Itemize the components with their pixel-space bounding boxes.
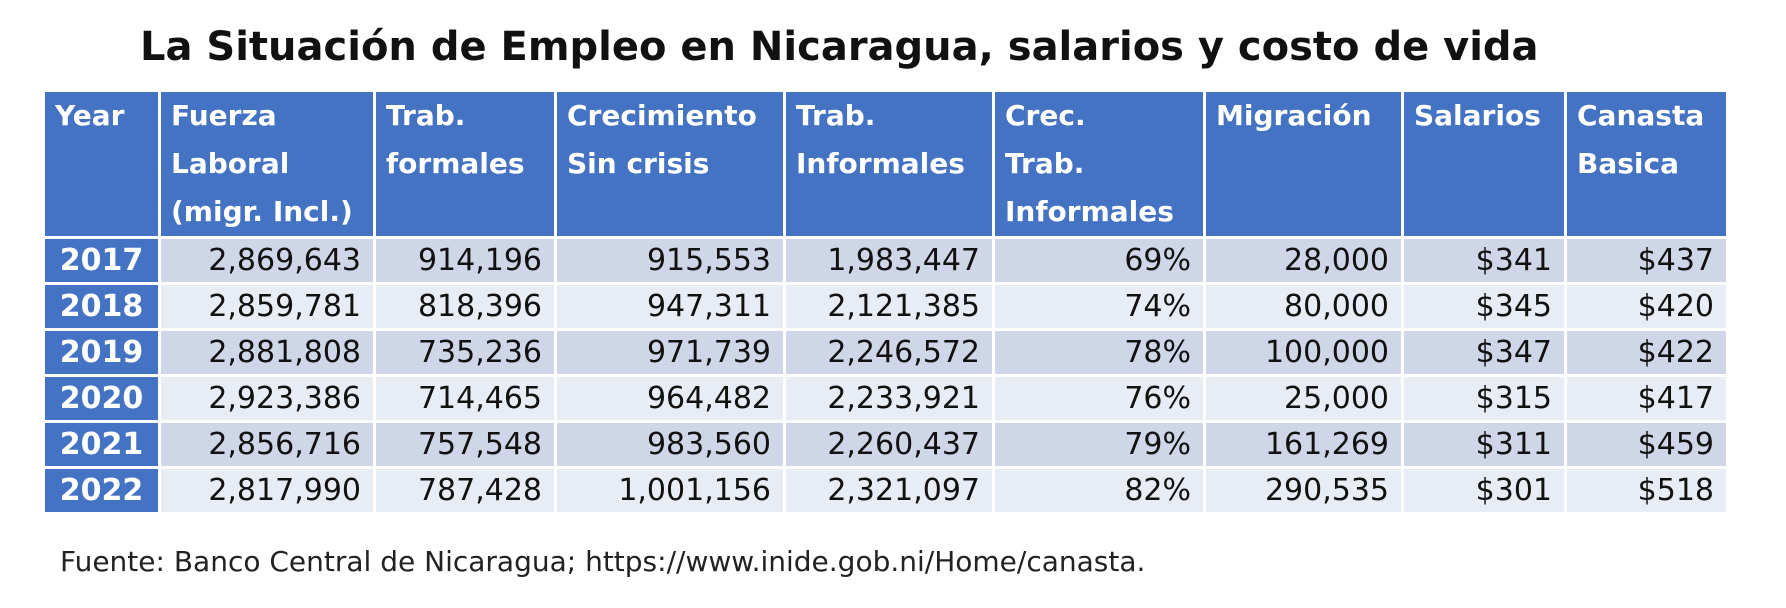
column-header-line: Crec. — [1005, 99, 1086, 132]
table-cell: 1,001,156 — [557, 469, 783, 512]
table-cell: $345 — [1404, 285, 1564, 328]
column-header-line: formales — [386, 147, 525, 180]
employment-table-container: Year Fuerza Laboral (migr. Incl.) Trab. forma… — [42, 89, 1726, 515]
table-cell: 80,000 — [1206, 285, 1401, 328]
table-cell: $459 — [1567, 423, 1726, 466]
column-header: Canasta Basica — [1567, 92, 1726, 236]
year-cell: 2018 — [45, 285, 158, 328]
table-cell: 964,482 — [557, 377, 783, 420]
table-cell: $347 — [1404, 331, 1564, 374]
column-header-line: Basica — [1577, 147, 1679, 180]
table-cell: 2,121,385 — [786, 285, 992, 328]
table-row: 2021 2,856,716 757,548 983,560 2,260,437 79% 1… — [45, 423, 1726, 466]
table-cell: $315 — [1404, 377, 1564, 420]
column-header-line: Year — [55, 99, 125, 132]
column-header-line: Crecimiento — [567, 99, 757, 132]
table-cell: 2,233,921 — [786, 377, 992, 420]
column-header: Trab. formales — [376, 92, 554, 236]
table-cell: $518 — [1567, 469, 1726, 512]
employment-table: Year Fuerza Laboral (migr. Incl.) Trab. forma… — [42, 89, 1729, 515]
year-cell: 2017 — [45, 239, 158, 282]
table-cell: 2,260,437 — [786, 423, 992, 466]
year-cell: 2022 — [45, 469, 158, 512]
table-cell: $417 — [1567, 377, 1726, 420]
table-cell: $341 — [1404, 239, 1564, 282]
table-cell: 2,859,781 — [161, 285, 373, 328]
table-body: 2017 2,869,643 914,196 915,553 1,983,447 69% 2… — [45, 239, 1726, 512]
table-cell: 290,535 — [1206, 469, 1401, 512]
column-header-line: Trab. — [386, 99, 466, 132]
table-cell: $301 — [1404, 469, 1564, 512]
column-header: Year — [45, 92, 158, 236]
table-cell: 69% — [995, 239, 1203, 282]
table-cell: 82% — [995, 469, 1203, 512]
table-cell: 915,553 — [557, 239, 783, 282]
table-cell: 161,269 — [1206, 423, 1401, 466]
column-header-line: Informales — [796, 147, 965, 180]
column-header-line: (migr. Incl.) — [171, 195, 353, 228]
column-header-line: Fuerza — [171, 99, 277, 132]
table-cell: 1,983,447 — [786, 239, 992, 282]
column-header-line: Canasta — [1577, 99, 1705, 132]
table-cell: 2,856,716 — [161, 423, 373, 466]
table-cell: 2,246,572 — [786, 331, 992, 374]
column-header: Crec. Trab. Informales — [995, 92, 1203, 236]
table-row: 2022 2,817,990 787,428 1,001,156 2,321,097 82… — [45, 469, 1726, 512]
column-header-line: Laboral — [171, 147, 290, 180]
table-cell: 78% — [995, 331, 1203, 374]
table-cell: $420 — [1567, 285, 1726, 328]
table-cell: 983,560 — [557, 423, 783, 466]
table-cell: 818,396 — [376, 285, 554, 328]
table-cell: 714,465 — [376, 377, 554, 420]
table-cell: 757,548 — [376, 423, 554, 466]
year-cell: 2021 — [45, 423, 158, 466]
table-cell: 2,881,808 — [161, 331, 373, 374]
column-header-line: Trab. — [796, 99, 876, 132]
source-note: Fuente: Banco Central de Nicaragua; http… — [60, 545, 1146, 578]
column-header: Migración — [1206, 92, 1401, 236]
table-row: 2020 2,923,386 714,465 964,482 2,233,921 76% 2… — [45, 377, 1726, 420]
chart-title: La Situación de Empleo en Nicaragua, sal… — [140, 24, 1539, 70]
table-cell: $437 — [1567, 239, 1726, 282]
column-header-line: Migración — [1216, 99, 1372, 132]
table-cell: 74% — [995, 285, 1203, 328]
table-cell: 2,869,643 — [161, 239, 373, 282]
column-header-line: Trab. — [1005, 147, 1085, 180]
table-row: 2017 2,869,643 914,196 915,553 1,983,447 69% 2… — [45, 239, 1726, 282]
header-row: Year Fuerza Laboral (migr. Incl.) Trab. forma… — [45, 92, 1726, 236]
table-cell: 100,000 — [1206, 331, 1401, 374]
table-cell: 914,196 — [376, 239, 554, 282]
table-cell: 735,236 — [376, 331, 554, 374]
table-cell: 971,739 — [557, 331, 783, 374]
table-cell: $422 — [1567, 331, 1726, 374]
table-cell: $311 — [1404, 423, 1564, 466]
column-header: Trab. Informales — [786, 92, 992, 236]
table-cell: 28,000 — [1206, 239, 1401, 282]
year-cell: 2020 — [45, 377, 158, 420]
column-header: Fuerza Laboral (migr. Incl.) — [161, 92, 373, 236]
column-header: Salarios — [1404, 92, 1564, 236]
table-cell: 947,311 — [557, 285, 783, 328]
table-cell: 2,321,097 — [786, 469, 992, 512]
column-header: Crecimiento Sin crisis — [557, 92, 783, 236]
column-header-line: Salarios — [1414, 99, 1541, 132]
column-header-line: Sin crisis — [567, 147, 710, 180]
table-cell: 2,923,386 — [161, 377, 373, 420]
table-row: 2018 2,859,781 818,396 947,311 2,121,385 74% 8… — [45, 285, 1726, 328]
year-cell: 2019 — [45, 331, 158, 374]
column-header-line: Informales — [1005, 195, 1174, 228]
table-cell: 787,428 — [376, 469, 554, 512]
table-row: 2019 2,881,808 735,236 971,739 2,246,572 78% 1… — [45, 331, 1726, 374]
table-cell: 76% — [995, 377, 1203, 420]
table-cell: 2,817,990 — [161, 469, 373, 512]
table-cell: 25,000 — [1206, 377, 1401, 420]
table-cell: 79% — [995, 423, 1203, 466]
